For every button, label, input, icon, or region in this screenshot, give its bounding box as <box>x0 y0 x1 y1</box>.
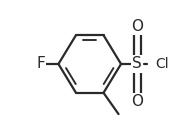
Text: F: F <box>36 56 45 72</box>
Text: Cl: Cl <box>155 57 168 71</box>
Text: S: S <box>132 56 142 72</box>
Text: O: O <box>131 19 143 34</box>
Text: O: O <box>131 94 143 109</box>
